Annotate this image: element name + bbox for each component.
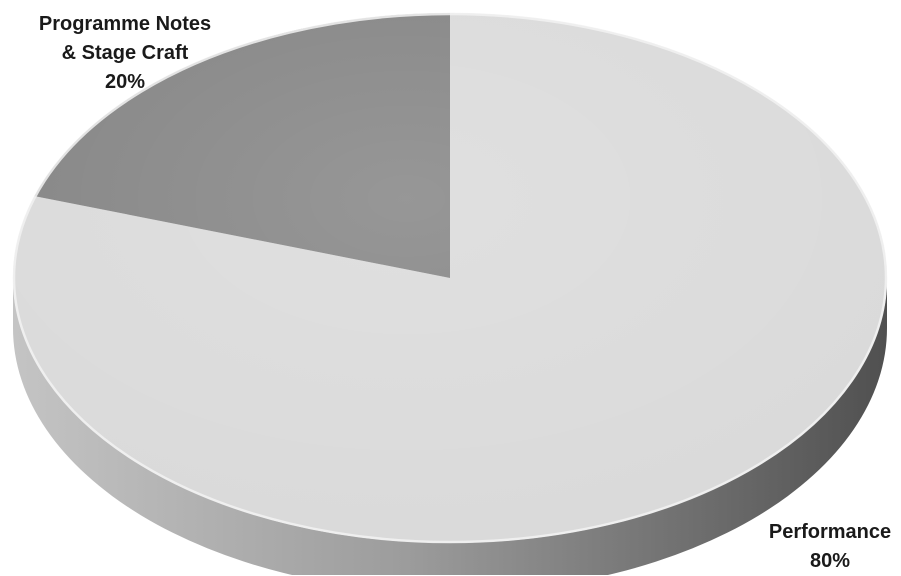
data-label-performance-percent: 80% [809, 550, 851, 572]
pie-rim [12, 12, 888, 544]
data-label-programme-notes-percent: 20% [104, 71, 146, 93]
data-label-programme-notes-line2: & Stage Craft [61, 42, 189, 64]
data-label-programme-notes-line1: Programme Notes [38, 13, 212, 35]
data-label-performance-line1: Performance [768, 521, 892, 543]
pie-slices [12, 12, 888, 544]
pie-sheen [13, 13, 887, 543]
data-label-performance: Performance 80% [755, 518, 901, 576]
data-label-programme-notes: Programme Notes & Stage Craft 20% [0, 10, 250, 97]
